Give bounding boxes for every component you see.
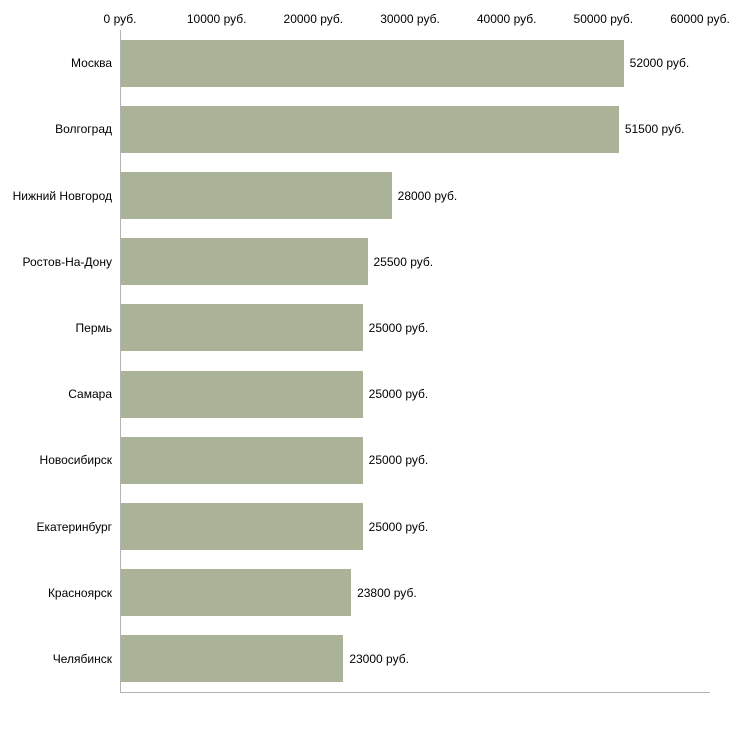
category-label: Екатеринбург	[36, 519, 113, 534]
bar	[121, 503, 363, 550]
value-label: 25000 руб.	[368, 387, 429, 402]
value-label: 25500 руб.	[373, 254, 434, 269]
value-label: 23800 руб.	[357, 585, 417, 600]
x-axis-line	[120, 692, 710, 693]
y-axis-line	[120, 30, 121, 692]
category-label: Волгоград	[55, 122, 112, 137]
category-label: Челябинск	[52, 651, 112, 666]
bar	[121, 105, 619, 153]
category-label: Красноярск	[47, 585, 112, 600]
value-label: 51500 руб.	[624, 122, 685, 137]
value-label: 52000 руб.	[629, 56, 690, 71]
x-tick-label: 40000 руб.	[476, 12, 537, 26]
category-label: Москва	[71, 56, 112, 71]
bar	[121, 370, 363, 418]
value-label: 23000 руб.	[349, 651, 409, 666]
category-label: Нижний Новгород	[12, 188, 112, 203]
value-label: 28000 руб.	[397, 188, 458, 203]
bar	[121, 436, 363, 484]
bar	[121, 238, 368, 286]
category-label: Новосибирск	[39, 453, 112, 468]
bar	[121, 39, 624, 87]
bar	[121, 172, 392, 219]
x-tick-label: 60000 руб.	[670, 12, 730, 26]
category-label: Ростов-На-Дону	[22, 254, 112, 269]
value-label: 25000 руб.	[368, 453, 429, 468]
bar	[121, 635, 344, 683]
bar	[121, 304, 363, 352]
value-label: 25000 руб.	[368, 320, 429, 335]
value-label: 25000 руб.	[368, 519, 429, 534]
x-tick-label: 30000 руб.	[380, 12, 440, 26]
category-label: Самара	[68, 387, 112, 402]
bar	[121, 569, 352, 617]
x-tick-label: 50000 руб.	[573, 12, 634, 26]
category-label: Пермь	[75, 320, 112, 335]
x-tick-label: 0 руб.	[103, 12, 137, 26]
x-tick-label: 20000 руб.	[283, 12, 344, 26]
x-tick-label: 10000 руб.	[186, 12, 247, 26]
